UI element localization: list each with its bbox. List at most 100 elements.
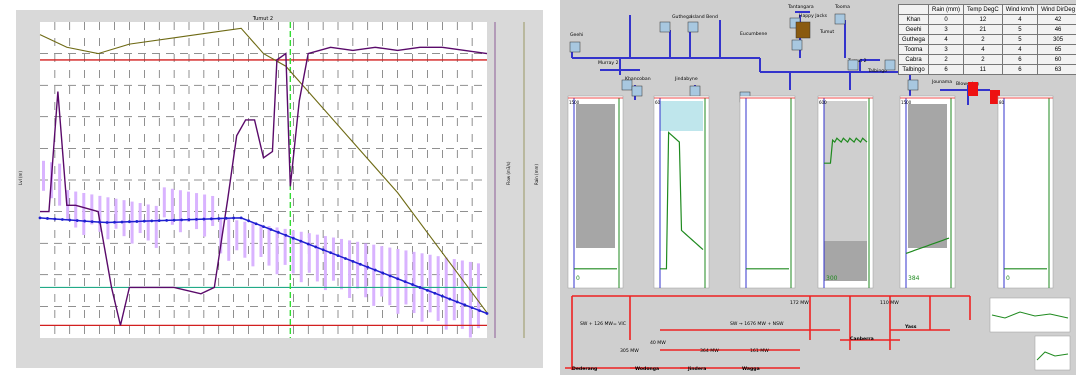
station-gate[interactable]: [632, 86, 642, 96]
level-point: [143, 220, 146, 223]
table-cell: 42: [1038, 15, 1076, 25]
rain-bar: [413, 252, 416, 313]
level-point: [173, 219, 176, 222]
station-gate[interactable]: [848, 60, 858, 70]
happy-jacks-reservoir[interactable]: [796, 22, 810, 38]
level-point: [240, 217, 243, 220]
station-gate[interactable]: [688, 22, 698, 32]
level-point: [128, 220, 131, 223]
rain-bar: [114, 199, 117, 229]
level-point: [419, 286, 422, 289]
rain-bar: [356, 242, 359, 289]
power-flow-label: 40 MW: [650, 340, 666, 346]
level-point: [277, 231, 280, 234]
level-point: [486, 312, 489, 315]
rain-bar: [469, 262, 472, 338]
table-header: [899, 5, 929, 15]
substation-label[interactable]: Canberra: [850, 336, 874, 342]
station-label: Jindabyne: [674, 76, 698, 82]
rain-bar: [131, 202, 134, 244]
table-cell: Talbingo: [899, 65, 929, 75]
rain-bar: [227, 219, 230, 261]
level-point: [203, 218, 206, 221]
station-label: Tumut: [819, 29, 834, 35]
power-flow-label: SW → 1676 MW + NSW: [730, 321, 784, 327]
sub-chart[interactable]: [1035, 336, 1070, 370]
table-cell: 2: [964, 55, 1003, 65]
table-cell: 3: [929, 45, 964, 55]
table-cell: 65: [1038, 45, 1076, 55]
storage-fill: [576, 104, 615, 248]
table-cell: 5: [1002, 35, 1037, 45]
level-point: [150, 220, 153, 223]
rain-bar: [187, 192, 190, 222]
table-cell: 5: [1002, 25, 1037, 35]
mini-top-label: 600: [819, 100, 827, 105]
station-gate[interactable]: [885, 60, 895, 70]
level-point: [441, 295, 444, 298]
table-cell: 4: [1002, 45, 1037, 55]
level-point: [113, 221, 116, 224]
rain-bar: [243, 222, 246, 258]
station-gate[interactable]: [792, 40, 802, 50]
station-gate[interactable]: [660, 22, 670, 32]
table-cell: 4: [964, 45, 1003, 55]
level-point: [314, 245, 317, 248]
level-point: [344, 257, 347, 260]
table-cell: 12: [964, 15, 1003, 25]
station-gate[interactable]: [908, 80, 918, 90]
table-cell: 21: [964, 25, 1003, 35]
substation-label[interactable]: Jindera: [687, 366, 706, 372]
level-point: [478, 309, 481, 312]
rain-bar: [300, 232, 303, 282]
level-point: [68, 219, 71, 222]
substation-label[interactable]: Yass: [904, 324, 917, 330]
table-header: Wind DirDeg: [1038, 5, 1076, 15]
substation-label[interactable]: Wagga: [742, 366, 760, 372]
station-gate[interactable]: [570, 42, 580, 52]
mini-chart[interactable]: [998, 96, 1053, 288]
rain-bar: [348, 240, 351, 298]
rain-bar: [123, 200, 126, 236]
station-gate[interactable]: [622, 80, 632, 90]
rain-bar: [139, 203, 142, 233]
mini-top-label: 80: [999, 100, 1005, 105]
jounama-alarm[interactable]: [968, 82, 978, 96]
rain-bar: [179, 190, 182, 232]
rain-bar: [461, 260, 464, 328]
table-cell: 6: [1002, 55, 1037, 65]
level-point: [135, 220, 138, 223]
station-gate[interactable]: [690, 86, 700, 96]
level-point: [83, 220, 86, 223]
level-point: [121, 221, 124, 224]
level-point: [217, 217, 220, 220]
mini-chart[interactable]: [740, 96, 795, 288]
station-label: Eucumbene: [740, 31, 767, 37]
level-point: [46, 217, 49, 220]
table-cell: 2: [964, 35, 1003, 45]
level-point: [284, 234, 287, 237]
rain-bar: [429, 255, 432, 313]
table-cell: 60: [1038, 55, 1076, 65]
rain-bar: [316, 235, 319, 282]
table-cell: 4: [1002, 15, 1037, 25]
level-point: [471, 306, 474, 309]
rain-bar: [437, 256, 440, 321]
level-point: [225, 217, 228, 220]
substation-label[interactable]: Dederang: [572, 366, 597, 372]
rain-bar: [235, 220, 238, 250]
level-point: [411, 283, 414, 286]
table-cell: Guthega: [899, 35, 929, 45]
station-gate[interactable]: [835, 14, 845, 24]
table-header: Temp DegC: [964, 5, 1003, 15]
level-point: [396, 277, 399, 280]
table-cell: 6: [1002, 65, 1037, 75]
level-point: [307, 243, 310, 246]
chart-title: Tumut 2: [252, 16, 273, 22]
substation-label[interactable]: Wodonga: [635, 366, 659, 372]
level-point: [180, 218, 183, 221]
